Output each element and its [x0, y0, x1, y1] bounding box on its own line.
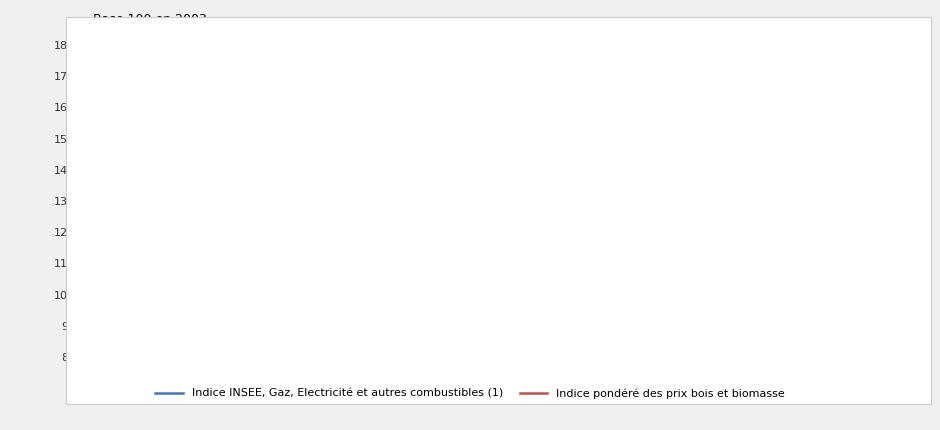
Indice INSEE, Gaz, Electricité et autres combustibles (1) — [906, 71, 917, 76]
Indice INSEE, Gaz, Electricité et autres combustibles (1) — [851, 95, 862, 101]
Indice INSEE, Gaz, Electricité et autres combustibles (1) — [300, 230, 311, 235]
Indice INSEE, Gaz, Electricité et autres combustibles (1) — [796, 108, 807, 113]
Indice INSEE, Gaz, Electricité et autres combustibles (1) — [354, 223, 366, 228]
Indice pondéré des prix bois et biomasse — [741, 183, 752, 188]
Indice pondéré des prix bois et biomasse — [465, 217, 477, 222]
Indice INSEE, Gaz, Electricité et autres combustibles (1) — [410, 223, 421, 228]
Line: Indice INSEE, Gaz, Electricité et autres combustibles (1): Indice INSEE, Gaz, Electricité et autres… — [85, 73, 912, 295]
Line: Indice pondéré des prix bois et biomasse: Indice pondéré des prix bois et biomasse — [85, 141, 912, 295]
Indice pondéré des prix bois et biomasse — [354, 223, 366, 228]
Legend: Indice INSEE, Gaz, Electricité et autres combustibles (1), Indice pondéré des pr: Indice INSEE, Gaz, Electricité et autres… — [155, 388, 785, 399]
Indice INSEE, Gaz, Electricité et autres combustibles (1) — [631, 105, 642, 110]
Indice INSEE, Gaz, Electricité et autres combustibles (1) — [79, 292, 90, 297]
Indice pondéré des prix bois et biomasse — [851, 170, 862, 175]
Indice pondéré des prix bois et biomasse — [410, 233, 421, 238]
Indice pondéré des prix bois et biomasse — [244, 264, 256, 269]
Indice pondéré des prix bois et biomasse — [79, 292, 90, 297]
Indice INSEE, Gaz, Electricité et autres combustibles (1) — [244, 239, 256, 244]
Indice pondéré des prix bois et biomasse — [685, 139, 697, 144]
Indice INSEE, Gaz, Electricité et autres combustibles (1) — [189, 252, 200, 257]
Indice pondéré des prix bois et biomasse — [189, 280, 200, 285]
Indice INSEE, Gaz, Electricité et autres combustibles (1) — [575, 126, 587, 132]
Indice INSEE, Gaz, Electricité et autres combustibles (1) — [520, 145, 531, 150]
Indice pondéré des prix bois et biomasse — [134, 289, 146, 294]
Indice INSEE, Gaz, Electricité et autres combustibles (1) — [465, 189, 477, 194]
Indice INSEE, Gaz, Electricité et autres combustibles (1) — [685, 98, 697, 104]
Indice pondéré des prix bois et biomasse — [631, 142, 642, 147]
Indice INSEE, Gaz, Electricité et autres combustibles (1) — [134, 270, 146, 275]
Indice pondéré des prix bois et biomasse — [796, 183, 807, 188]
Indice INSEE, Gaz, Electricité et autres combustibles (1) — [741, 98, 752, 104]
Indice pondéré des prix bois et biomasse — [575, 151, 587, 157]
Indice pondéré des prix bois et biomasse — [520, 205, 531, 210]
Text: Base 100 en 2003: Base 100 en 2003 — [93, 13, 207, 26]
Indice pondéré des prix bois et biomasse — [906, 167, 917, 172]
Indice pondéré des prix bois et biomasse — [300, 223, 311, 228]
